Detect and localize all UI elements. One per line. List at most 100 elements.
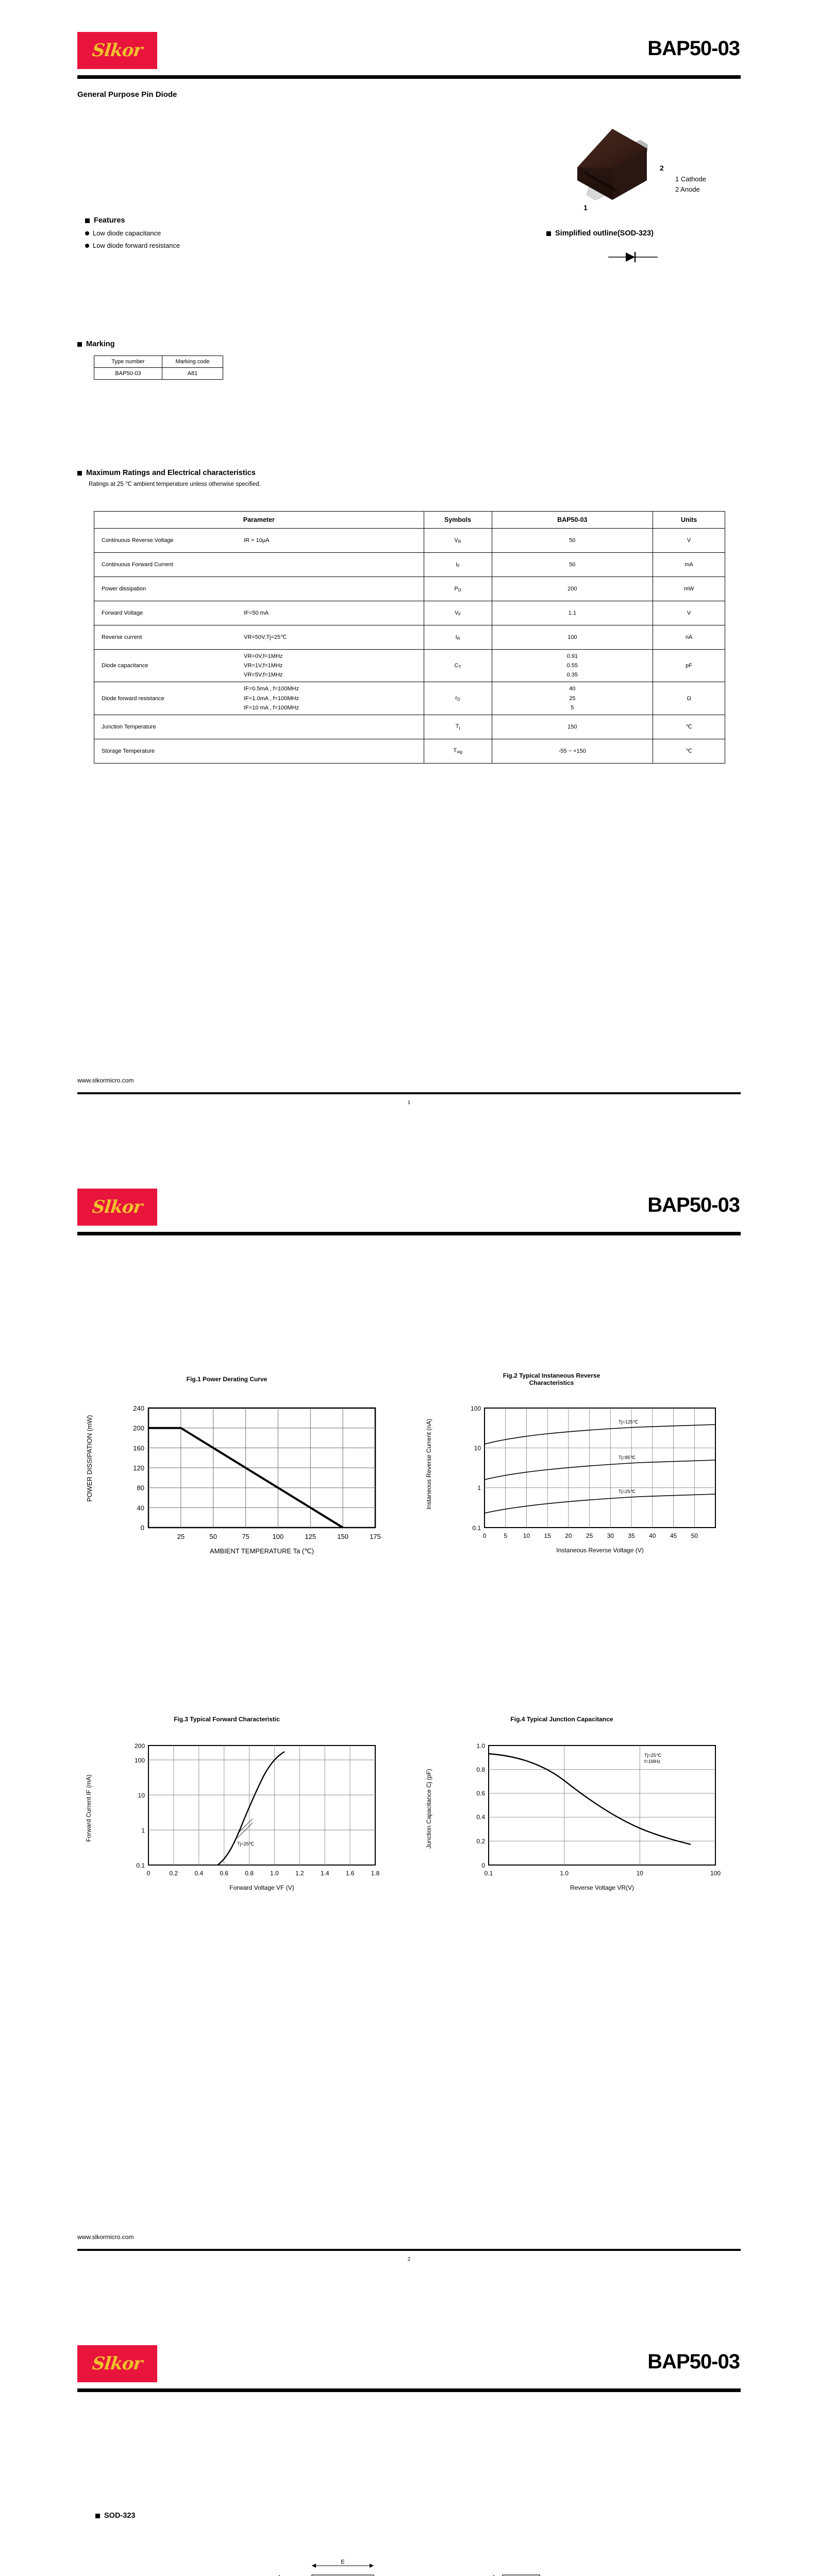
diode-symbol-svg	[608, 252, 658, 262]
symbol-text: PD	[454, 585, 461, 592]
header-rule	[77, 1232, 741, 1235]
table-row: Type number Marking code	[94, 355, 223, 368]
parameter-name: Continuous Reverse Voltage	[102, 537, 174, 544]
parameter-condition: IR = 10µA	[244, 537, 270, 544]
footer-url: www.slkormicro.com	[77, 1077, 134, 1084]
col-value: BAP50-03	[491, 511, 654, 529]
value-text: 150	[567, 723, 577, 730]
svg-text:45: 45	[670, 1532, 677, 1539]
header-rule	[77, 75, 741, 79]
marking-header-code: Marking code	[162, 355, 223, 368]
symbol-text: Tj	[455, 723, 460, 731]
svg-text:10: 10	[474, 1445, 481, 1452]
svg-text:100: 100	[471, 1405, 481, 1412]
svg-text:40: 40	[137, 1504, 144, 1512]
page-1: Slkor BAP50-03 General Purpose Pin Diode…	[0, 0, 818, 1157]
parameter-name: Storage Temperature	[102, 748, 155, 754]
cell-value: 0.91 0.55 0.35	[491, 649, 654, 683]
fig1-svg: POWER DISSIPATION (mW)	[86, 1404, 381, 1555]
pin-2-number: 2	[660, 164, 664, 172]
cell-symbol: Tj	[423, 714, 492, 739]
parameter-condition: VR=0V,f=1MHz VR=1V,f=1MHz VR=5V,f=1MHz	[244, 653, 283, 679]
svg-text:0.6: 0.6	[220, 1870, 228, 1877]
unit-text: Ω	[687, 695, 691, 702]
value-text: 40 25 5	[569, 686, 576, 711]
svg-text:10: 10	[138, 1792, 145, 1799]
svg-text:25: 25	[586, 1532, 593, 1539]
svg-text:175: 175	[370, 1533, 381, 1540]
package-block: 2 1 1 Cathode 2 Anode Simplified outline…	[546, 118, 763, 262]
parameter-name: Reverse current	[102, 634, 142, 640]
fig4-svg: Junction Capacitance Cj (pF) 1.0 0.8 0.6…	[425, 1742, 721, 1891]
sod323-3d-illustration: 2 1	[557, 118, 675, 222]
svg-text:Reverse Voltage VR(V): Reverse Voltage VR(V)	[570, 1884, 634, 1891]
cell-unit: mW	[653, 577, 725, 601]
svg-text:5: 5	[504, 1532, 507, 1539]
fig1-chart: POWER DISSIPATION (mW)	[82, 1399, 392, 1566]
fig2-caption: Fig.2 Typical Instaneous Reverse Charact…	[503, 1372, 600, 1386]
svg-text:0: 0	[481, 1862, 485, 1869]
svg-text:240: 240	[133, 1404, 144, 1412]
svg-text:0.2: 0.2	[170, 1870, 178, 1877]
diode-symbol	[607, 250, 659, 265]
svg-text:0.4: 0.4	[476, 1814, 485, 1821]
fig2-chart: Instaneous Reverse Current (nA)	[423, 1399, 732, 1566]
footer-page-number: 2	[407, 2257, 411, 2262]
features-heading: Features	[85, 216, 180, 225]
cell-symbol: rD	[423, 682, 492, 715]
symbol-text: VR	[454, 537, 461, 544]
fig3-caption: Fig.3 Typical Forward Characteristic	[174, 1716, 280, 1723]
ratings-table: Parameter Symbols BAP50-03 Units Continu…	[94, 511, 725, 764]
unit-text: mA	[685, 562, 693, 568]
svg-text:40: 40	[649, 1532, 656, 1539]
pin-1-number: 1	[583, 204, 588, 212]
svg-text:Forward Current IF (mA): Forward Current IF (mA)	[85, 1774, 92, 1842]
svg-text:1.0: 1.0	[560, 1870, 569, 1877]
features-block: Features Low diode capacitance Low diode…	[85, 216, 180, 249]
svg-text:0.4: 0.4	[194, 1870, 203, 1877]
svg-text:30: 30	[607, 1532, 614, 1539]
svg-text:200: 200	[133, 1425, 144, 1432]
cell-value: 200	[491, 577, 654, 601]
parameter-name: Diode forward resistance	[102, 695, 164, 702]
marking-table: Type number Marking code BAP50-03 A81	[94, 355, 223, 380]
svg-text:1: 1	[477, 1484, 481, 1492]
svg-text:0: 0	[141, 1524, 144, 1532]
page-header: Slkor BAP50-03	[0, 1157, 818, 1235]
brand-logo-text: Slkor	[91, 1197, 143, 1217]
cell-unit: pF	[653, 649, 725, 683]
ratings-heading: Maximum Ratings and Electrical character…	[77, 469, 256, 477]
simplified-outline-heading: Simplified outline(SOD-323)	[546, 229, 654, 238]
cell-symbol: CT	[423, 649, 492, 683]
unit-text: ℃	[686, 724, 692, 731]
svg-text:POWER DISSIPATION (mW): POWER DISSIPATION (mW)	[86, 1415, 93, 1502]
parameter-condition: VR=50V,Tj=25℃	[244, 634, 287, 640]
cell-parameter: Continuous Reverse Voltage IR = 10µA	[94, 528, 424, 553]
ratings-subtitle: Ratings at 25 ℃ ambient temperature unle…	[89, 481, 261, 487]
cell-parameter: Junction Temperature	[94, 714, 424, 739]
header-part-number: BAP50-03	[647, 37, 740, 60]
package-svg	[577, 129, 648, 200]
parameter-condition: IF=50 mA	[244, 609, 269, 616]
svg-text:E: E	[341, 2559, 344, 2565]
cell-symbol: PD	[423, 577, 492, 601]
unit-text: V	[687, 537, 691, 544]
svg-text:Forward Voltage VF (V): Forward Voltage VF (V)	[229, 1884, 294, 1891]
svg-text:1.4: 1.4	[321, 1870, 329, 1877]
cell-symbol: IF	[423, 552, 492, 577]
marking-code-value: A81	[162, 367, 223, 380]
svg-text:Tj=85℃: Tj=85℃	[619, 1455, 636, 1460]
brand-logo-text: Slkor	[91, 40, 143, 61]
page-header: Slkor BAP50-03	[0, 0, 818, 79]
svg-text:1.2: 1.2	[295, 1870, 304, 1877]
cell-unit: ℃	[653, 738, 725, 764]
svg-text:50: 50	[209, 1533, 216, 1540]
cell-value: 50	[491, 528, 654, 553]
svg-text:Instaneous Reverse Current (nA: Instaneous Reverse Current (nA)	[425, 1419, 432, 1510]
page-2: Slkor BAP50-03 Fig.1 Power Derating Curv…	[0, 1157, 818, 2313]
svg-text:Tj=25℃: Tj=25℃	[619, 1489, 636, 1494]
unit-text: ℃	[686, 748, 692, 755]
pin-2-label: 2 Anode	[675, 185, 700, 194]
svg-text:1.0: 1.0	[270, 1870, 279, 1877]
cell-unit: Ω	[653, 682, 725, 715]
